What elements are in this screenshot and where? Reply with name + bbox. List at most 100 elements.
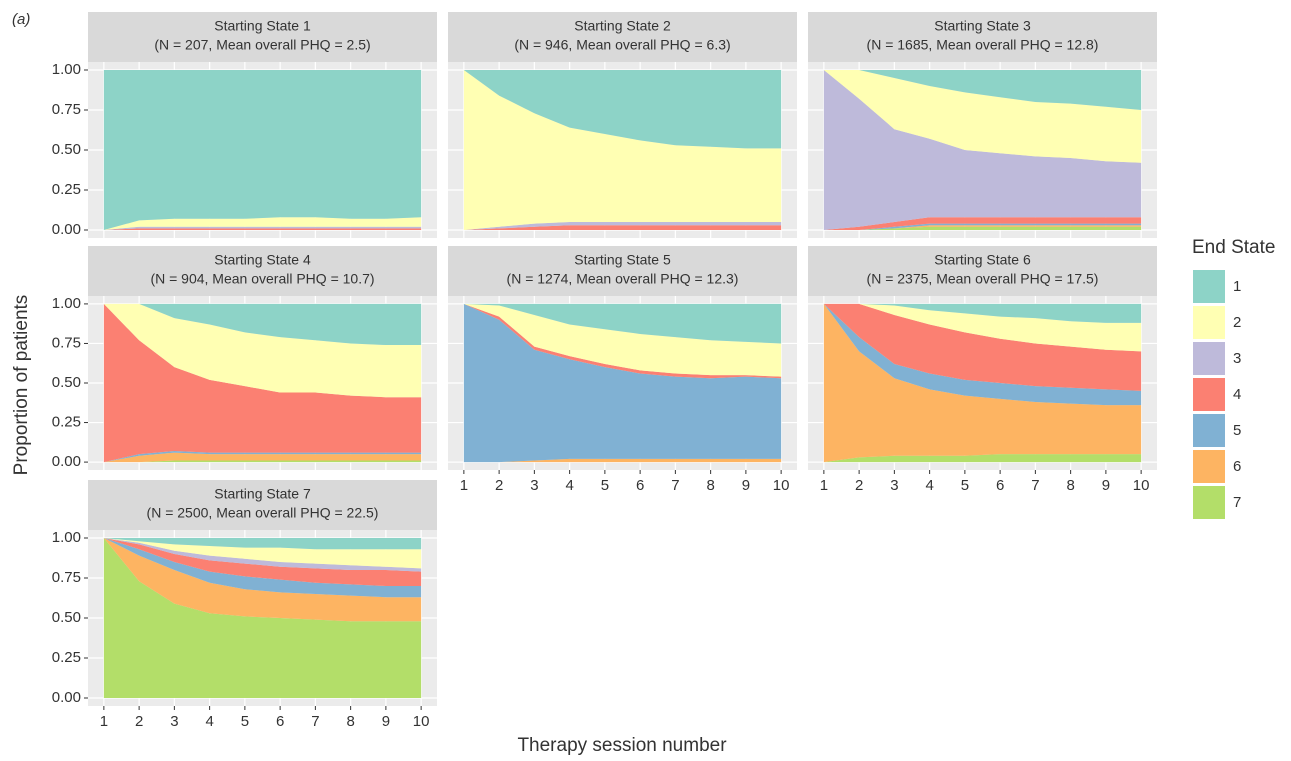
facet-title: Starting State 5 bbox=[574, 252, 671, 268]
facet: Starting State 3 (N = 1685, Mean overall … bbox=[808, 12, 1157, 238]
area bbox=[463, 303, 782, 377]
area bbox=[463, 303, 782, 344]
area bbox=[823, 217, 1142, 230]
panel-label: (a) bbox=[12, 11, 30, 28]
x-tick-label: 9 bbox=[382, 713, 390, 730]
legend-label: 4 bbox=[1233, 386, 1241, 403]
area bbox=[823, 225, 1142, 230]
x-tick-label: 6 bbox=[996, 477, 1004, 494]
area bbox=[463, 70, 782, 149]
legend-swatch bbox=[1193, 378, 1225, 411]
area bbox=[103, 538, 422, 586]
facet: Starting State 2 (N = 946, Mean overall P… bbox=[448, 12, 797, 238]
x-tick-label: 7 bbox=[311, 713, 319, 730]
x-tick-label: 3 bbox=[170, 713, 178, 730]
area bbox=[103, 538, 422, 622]
area bbox=[823, 303, 1142, 323]
x-tick-label: 5 bbox=[241, 713, 249, 730]
facet: Starting State 1 (N = 207, Mean overall P… bbox=[52, 12, 437, 238]
x-tick-label: 4 bbox=[205, 713, 213, 730]
y-tick-label: 0.25 bbox=[52, 414, 81, 431]
y-tick-label: 0.50 bbox=[52, 609, 81, 626]
legend-swatch bbox=[1193, 270, 1225, 303]
legend-label: 6 bbox=[1233, 458, 1241, 475]
area bbox=[103, 452, 422, 463]
area bbox=[463, 222, 782, 230]
facet-title: Starting State 2 bbox=[574, 18, 671, 34]
x-tick-label: 7 bbox=[671, 477, 679, 494]
x-tick-label: 4 bbox=[565, 477, 573, 494]
y-tick-label: 0.75 bbox=[52, 334, 81, 351]
y-tick-label: 1.00 bbox=[52, 61, 81, 78]
x-tick-label: 10 bbox=[1133, 477, 1150, 494]
facet-title: Starting State 6 bbox=[934, 252, 1031, 268]
legend-label: 5 bbox=[1233, 422, 1241, 439]
x-tick-label: 10 bbox=[413, 713, 430, 730]
x-tick-label: 2 bbox=[135, 713, 143, 730]
area bbox=[103, 303, 422, 398]
x-tick-label: 4 bbox=[925, 477, 933, 494]
x-tick-label: 10 bbox=[773, 477, 790, 494]
area bbox=[103, 538, 422, 569]
y-tick-label: 0.00 bbox=[52, 453, 81, 470]
area bbox=[103, 226, 422, 230]
y-tick-label: 0.75 bbox=[52, 569, 81, 586]
area bbox=[823, 70, 1142, 230]
y-tick-label: 0.75 bbox=[52, 101, 81, 118]
legend-label: 7 bbox=[1233, 494, 1241, 511]
area bbox=[103, 460, 422, 463]
x-tick-label: 6 bbox=[636, 477, 644, 494]
area bbox=[103, 228, 422, 230]
area bbox=[463, 303, 782, 463]
x-tick-label: 5 bbox=[601, 477, 609, 494]
x-tick-label: 2 bbox=[495, 477, 503, 494]
facet-title: Starting State 1 bbox=[214, 18, 311, 34]
area bbox=[823, 303, 1142, 463]
x-tick-label: 7 bbox=[1031, 477, 1039, 494]
legend-swatch bbox=[1193, 486, 1225, 519]
area bbox=[823, 303, 1142, 391]
y-tick-label: 0.00 bbox=[52, 689, 81, 706]
x-tick-label: 9 bbox=[1102, 477, 1110, 494]
facet-title: Starting State 7 bbox=[214, 486, 311, 502]
legend-label: 2 bbox=[1233, 314, 1241, 331]
area bbox=[823, 454, 1142, 463]
x-tick-label: 8 bbox=[706, 477, 714, 494]
area bbox=[103, 538, 422, 572]
x-axis-label: Therapy session number bbox=[517, 735, 727, 756]
strip-background bbox=[88, 246, 437, 296]
strip-background bbox=[808, 12, 1157, 62]
y-axis-label: Proportion of patients bbox=[11, 295, 32, 476]
y-tick-label: 1.00 bbox=[52, 295, 81, 312]
legend-swatch bbox=[1193, 306, 1225, 339]
area bbox=[103, 538, 422, 698]
facet-title: Starting State 4 bbox=[214, 252, 311, 268]
facet-subtitle: (N = 207, Mean overall PHQ = 2.5) bbox=[154, 37, 370, 53]
y-tick-label: 0.50 bbox=[52, 141, 81, 158]
area bbox=[103, 538, 422, 550]
facet-subtitle: (N = 904, Mean overall PHQ = 10.7) bbox=[150, 271, 374, 287]
y-tick-label: 1.00 bbox=[52, 529, 81, 546]
area bbox=[463, 70, 782, 230]
x-tick-label: 1 bbox=[820, 477, 828, 494]
x-tick-label: 1 bbox=[460, 477, 468, 494]
legend-swatch bbox=[1193, 414, 1225, 447]
legend-swatch bbox=[1193, 450, 1225, 483]
legend-label: 3 bbox=[1233, 350, 1241, 367]
area bbox=[823, 226, 1142, 230]
facet-subtitle: (N = 1274, Mean overall PHQ = 12.3) bbox=[507, 271, 739, 287]
x-tick-label: 3 bbox=[530, 477, 538, 494]
x-tick-label: 2 bbox=[855, 477, 863, 494]
strip-background bbox=[808, 246, 1157, 296]
area bbox=[103, 303, 422, 346]
x-tick-label: 8 bbox=[1066, 477, 1074, 494]
strip-background bbox=[88, 480, 437, 530]
area bbox=[463, 225, 782, 230]
facet-subtitle: (N = 1685, Mean overall PHQ = 12.8) bbox=[867, 37, 1099, 53]
facet: Starting State 5 (N = 1274, Mean overall … bbox=[448, 246, 797, 494]
y-tick-label: 0.00 bbox=[52, 221, 81, 238]
area bbox=[823, 303, 1142, 352]
x-tick-label: 1 bbox=[100, 713, 108, 730]
area bbox=[103, 303, 422, 463]
area bbox=[103, 70, 422, 230]
